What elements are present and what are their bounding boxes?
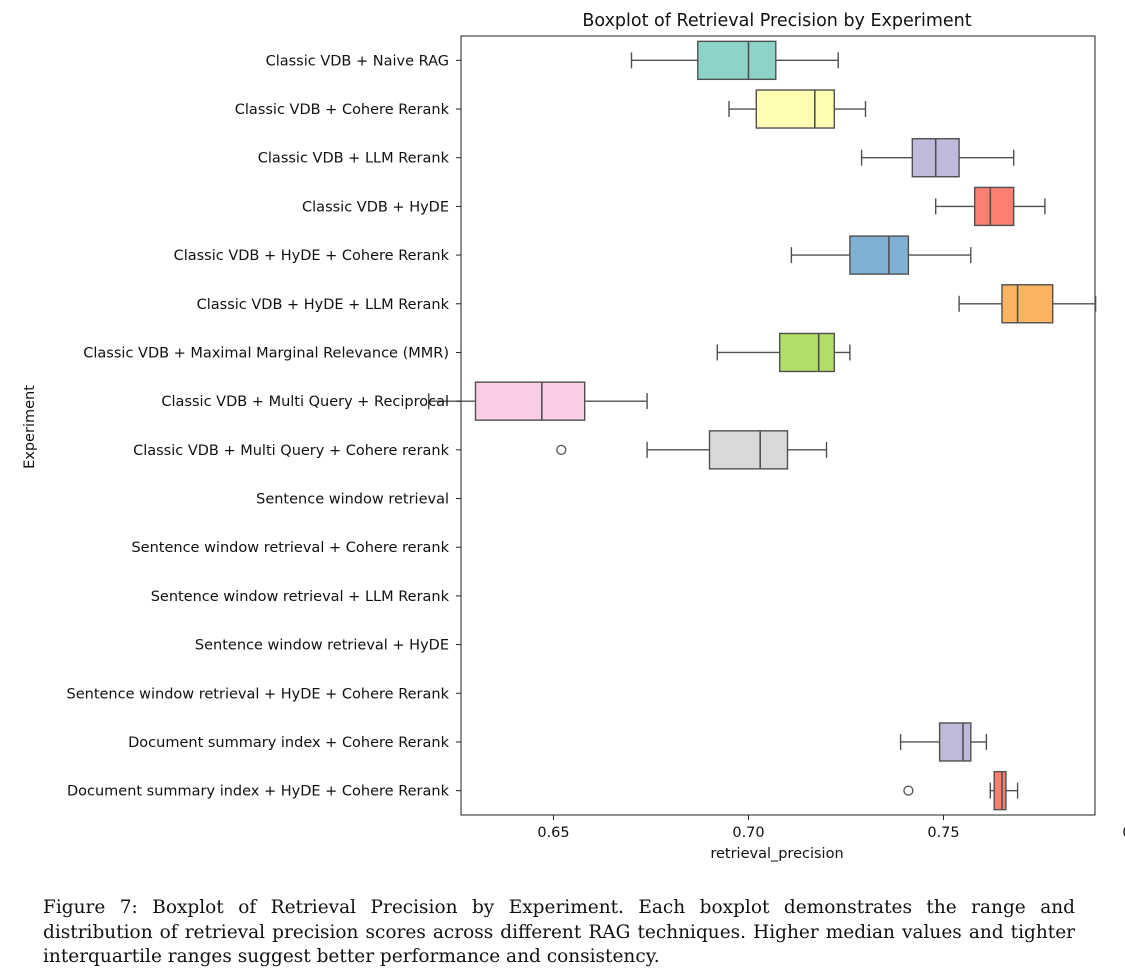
y-tick-label: Classic VDB + Multi Query + Cohere reran… xyxy=(133,443,450,459)
x-tick-label: 0.65 xyxy=(537,825,569,841)
boxplot-row xyxy=(860,138,1015,178)
box xyxy=(697,40,777,81)
x-tick-label: 0.70 xyxy=(732,825,764,841)
y-axis-ticks: Classic VDB + Naive RAG Classic VDB + Coh… xyxy=(67,53,461,800)
boxplot-row xyxy=(935,186,1046,227)
boxplot-row xyxy=(790,235,972,275)
box xyxy=(779,332,836,373)
x-axis-label: retrieval_precision xyxy=(710,846,843,862)
boxplot-row xyxy=(899,722,988,762)
y-tick-label: Classic VDB + LLM Rerank xyxy=(258,151,450,167)
y-tick-label: Classic VDB + Naive RAG xyxy=(266,53,449,69)
boxplot-row xyxy=(958,284,1097,324)
y-tick-label: Classic VDB + Multi Query + Reciprocal xyxy=(161,394,449,410)
figure-caption: Figure 7: Boxplot of Retrieval Precision… xyxy=(43,897,1075,967)
y-tick-label: Classic VDB + Cohere Rerank xyxy=(235,102,450,118)
box xyxy=(849,235,910,275)
box xyxy=(708,430,789,470)
y-tick-label: Classic VDB + HyDE xyxy=(302,199,449,215)
y-tick-label: Sentence window retrieval + HyDE + Coher… xyxy=(67,686,450,702)
x-axis-ticks: 0.650.700.750.800.850.90 xyxy=(537,815,1125,841)
outlier-point xyxy=(903,785,914,796)
y-tick-label: Classic VDB + HyDE + LLM Rerank xyxy=(197,297,450,313)
chart-title: Boxplot of Retrieval Precision by Experi… xyxy=(582,11,971,31)
plot-marks xyxy=(428,40,1097,811)
boxplot-row xyxy=(428,381,648,421)
y-tick-label: Sentence window retrieval + Cohere reran… xyxy=(131,540,449,556)
y-axis-label: Experiment xyxy=(22,385,38,469)
y-tick-label: Sentence window retrieval xyxy=(256,492,449,508)
boxplot-row xyxy=(716,332,851,373)
y-tick-label: Classic VDB + HyDE + Cohere Rerank xyxy=(174,248,450,264)
plot-frame xyxy=(460,35,1096,816)
outlier-point xyxy=(556,444,567,455)
box xyxy=(938,722,972,762)
boxplot-row xyxy=(728,89,867,129)
boxplot-row xyxy=(556,430,828,470)
box xyxy=(474,381,586,421)
box xyxy=(974,186,1015,227)
box xyxy=(755,89,835,129)
boxplot-row xyxy=(630,40,839,81)
x-tick-label: 0.75 xyxy=(927,825,959,841)
y-tick-label: Sentence window retrieval + HyDE xyxy=(195,638,449,654)
box xyxy=(993,770,1007,811)
boxplot-chart: Boxplot of Retrieval Precision by Experi… xyxy=(22,11,1125,862)
y-tick-label: Classic VDB + Maximal Marginal Relevance… xyxy=(83,345,449,361)
y-tick-label: Document summary index + Cohere Rerank xyxy=(128,735,449,751)
y-tick-label: Sentence window retrieval + LLM Rerank xyxy=(151,589,450,605)
x-tick-label: 0.80 xyxy=(1122,825,1125,841)
y-tick-label: Document summary index + HyDE + Cohere R… xyxy=(67,784,450,800)
box xyxy=(1001,284,1054,324)
boxplot-row xyxy=(903,770,1019,811)
